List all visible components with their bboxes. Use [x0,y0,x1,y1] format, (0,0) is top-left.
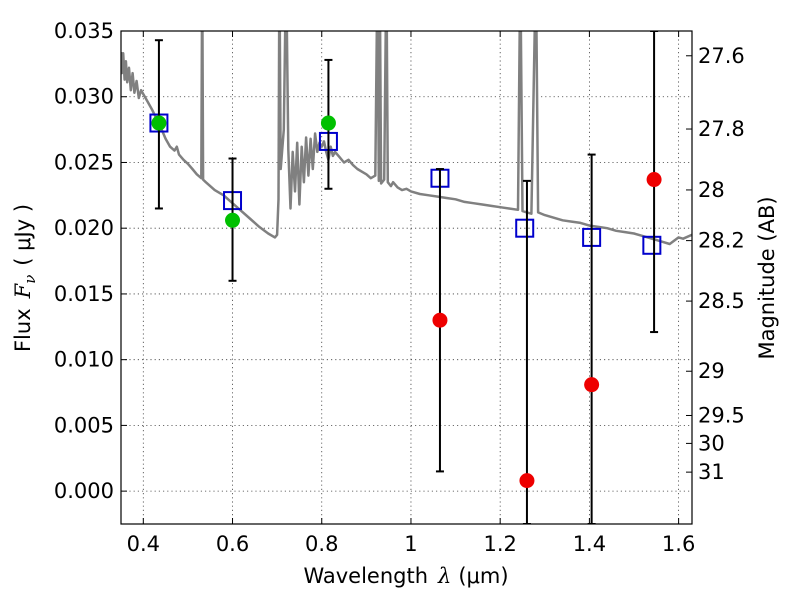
plot-area [121,31,692,524]
model-flux-square [642,235,662,255]
y-axis-symbol: F [11,282,35,299]
x-axis-label-text: Wavelength [303,564,428,588]
x-tick-label: 1.4 [573,532,606,556]
detected-point [151,115,167,131]
x-tick-label: 1.6 [662,532,695,556]
template-spectrum-line [121,31,692,246]
magnitude-axis-label: Magnitude (AB) [755,196,779,359]
y-tick-label: 0.035 [54,19,114,43]
x-tick-label: 1 [404,532,417,556]
undetected-point [432,312,448,328]
x-tick-label: 0.6 [216,532,249,556]
magnitude-tick-label: 27.8 [698,117,745,141]
undetected-point [519,473,535,489]
y-axis-subscript: ν [21,275,39,284]
x-tick-label: 0.4 [127,532,160,556]
magnitude-tick-label: 28.2 [698,229,745,253]
y-tick-label: 0.015 [54,282,114,306]
y-axis-label-text: Flux [11,308,35,352]
magnitude-tick-label: 30 [698,431,725,455]
y-tick-label: 0.025 [54,150,114,174]
y-tick-label: 0.020 [54,216,114,240]
y-axis-label: Flux Fν ( μJy ) [11,204,39,352]
x-axis-label: Wavelength λ (μm) [303,564,508,588]
y-tick-label: 0.010 [54,348,114,372]
magnitude-tick-label: 28 [698,178,725,202]
detected-point [225,212,241,228]
undetected-point [584,377,600,393]
y-axis-unit: ( μJy ) [11,204,35,266]
x-tick-labels: 0.4 0.6 0.8 1 1.2 1.4 1.6 [127,532,696,556]
plot-frame [120,30,693,525]
magnitude-tick-labels: 27.6 27.8 28 28.2 28.5 29 29.5 30 31 [698,44,745,484]
detected-point [320,115,336,131]
x-tick-label: 1.2 [483,532,516,556]
magnitude-tick-label: 27.6 [698,44,745,68]
x-tick-label: 0.8 [305,532,338,556]
undetected-point [646,172,662,188]
y-tick-label: 0.005 [54,413,114,437]
model-flux-square [515,218,535,238]
magnitude-tick-label: 31 [698,460,725,484]
magnitude-tick-label: 28.5 [698,289,745,313]
y-tick-label: 0.030 [54,85,114,109]
x-axis-unit: (μm) [458,564,508,588]
x-axis-symbol: λ [437,564,451,588]
magnitude-tick-label: 29.5 [698,403,745,427]
y-tick-labels: 0.000 0.005 0.010 0.015 0.020 0.025 0.030 0.035 [54,19,114,503]
magnitude-tick-label: 29 [698,359,725,383]
y-tick-label: 0.000 [54,479,114,503]
